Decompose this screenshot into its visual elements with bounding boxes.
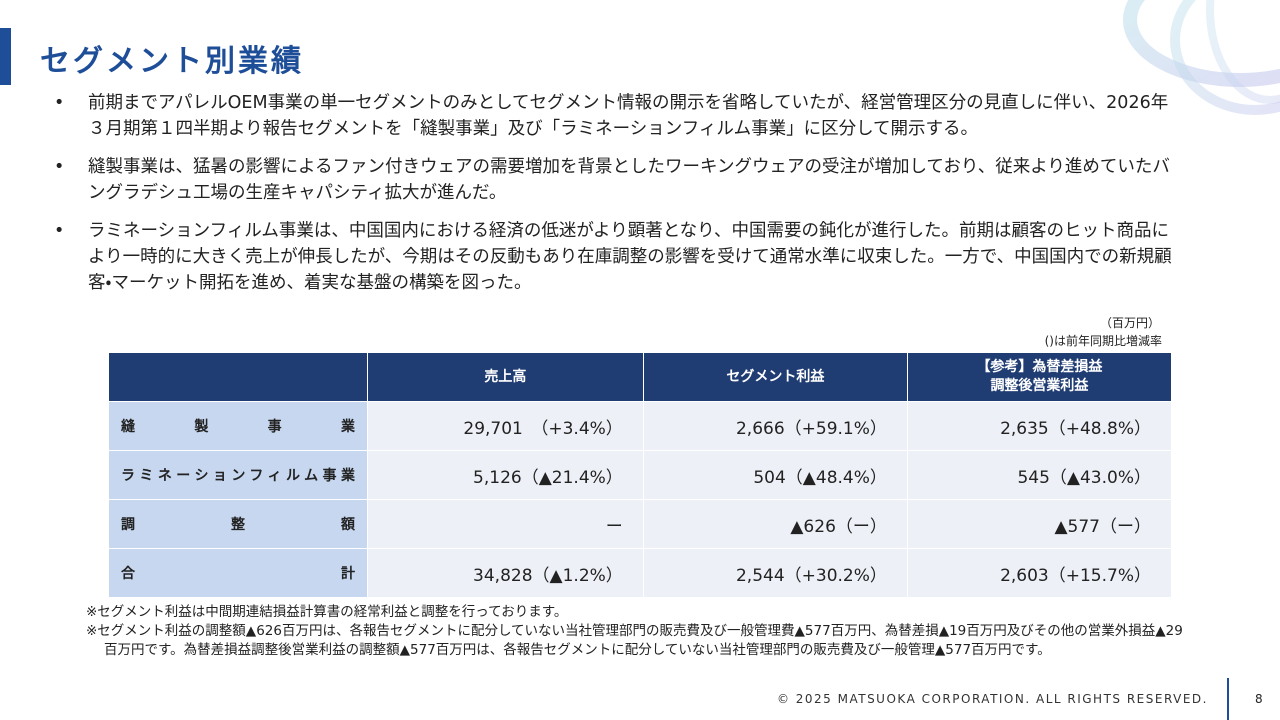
cell: 2,544（+30.2%） <box>642 548 908 598</box>
cell: 504（▲48.4%） <box>642 450 908 500</box>
row-label: 調整額 <box>108 499 368 549</box>
cell: ▲626（ー） <box>642 499 908 549</box>
cell: 545（▲43.0%） <box>906 450 1173 500</box>
copyright: © 2025 MATSUOKA CORPORATION. ALL RIGHTS … <box>776 692 1208 706</box>
row-label: 縫製事業 <box>108 401 368 451</box>
bullet: 前期までアパレルOEM事業の単一セグメントのみとしてセグメント情報の開示を省略し… <box>52 90 1182 142</box>
header-line: 売上高 <box>484 368 527 385</box>
table-row: ラミネーションフィルム事業 5,126（▲21.4%） 504（▲48.4%） 545… <box>108 450 1173 500</box>
row-label: ラミネーションフィルム事業 <box>108 450 368 500</box>
bullet-list: 前期までアパレルOEM事業の単一セグメントのみとしてセグメント情報の開示を省略し… <box>52 90 1182 308</box>
divider <box>1227 678 1229 720</box>
decoration <box>1123 0 1280 115</box>
bullet: ラミネーションフィルム事業は、中国国内における経済の低迷がより顕著となり、中国需… <box>52 218 1182 296</box>
header-row: 売上高 セグメント利益 【参考】為替差損益 調整後営業利益 <box>108 352 1173 402</box>
cell: 5,126（▲21.4%） <box>367 450 644 500</box>
cell: 2,666（+59.1%） <box>642 401 908 451</box>
header-cell: セグメント利益 <box>642 352 908 402</box>
header-line: 【参考】為替差損益 <box>976 359 1103 375</box>
header-cell: 【参考】為替差損益 調整後営業利益 <box>906 352 1173 402</box>
cell: 2,635（+48.8%） <box>906 401 1173 451</box>
table-row: 合計 34,828（▲1.2%） 2,544（+30.2%） 2,603（+15.7%… <box>108 548 1173 598</box>
cell: 34,828（▲1.2%） <box>367 548 644 598</box>
table-row: 調整額ー ▲626（ー） ▲577（ー） <box>108 499 1173 549</box>
table-row: 縫製事業 29,701 （+3.4%） 2,666（+59.1%） 2,635（+48… <box>108 401 1173 451</box>
header-cell: 売上高 <box>367 352 644 402</box>
header-line: 調整後営業利益 <box>990 378 1089 394</box>
footnote: ※セグメント利益は中間期連結損益計算書の経常利益と調整を行っております。 <box>86 604 568 620</box>
header-cell <box>108 352 368 402</box>
header-line: セグメント利益 <box>726 368 825 385</box>
bullet: 縫製事業は、猛暑の影響によるファン付きウェアの需要増加を背景としたワーキングウェ… <box>52 154 1182 206</box>
segment-table: 売上高 セグメント利益 【参考】為替差損益 調整後営業利益 縫製事業 29,701 （+3… <box>108 352 1173 598</box>
cell: ー <box>367 499 644 549</box>
row-label: 合計 <box>108 548 368 598</box>
title: セグメント別業績 <box>40 44 304 79</box>
page-number: 8 <box>1255 692 1263 706</box>
cell: ▲577（ー） <box>906 499 1173 549</box>
change-note: ()は前年同期比増減率 <box>1044 334 1162 348</box>
cell: 29,701 （+3.4%） <box>367 401 644 451</box>
footnotes: ※セグメント利益は中間期連結損益計算書の経常利益と調整を行っております。 ※セグメ… <box>86 603 1196 660</box>
footnote: ※セグメント利益の調整額▲626百万円は、各報告セグメントに配分していない当社管… <box>86 623 1183 658</box>
unit-note: （百万円） <box>1099 316 1160 330</box>
title-bar <box>0 28 11 85</box>
cell: 2,603（+15.7%） <box>906 548 1173 598</box>
